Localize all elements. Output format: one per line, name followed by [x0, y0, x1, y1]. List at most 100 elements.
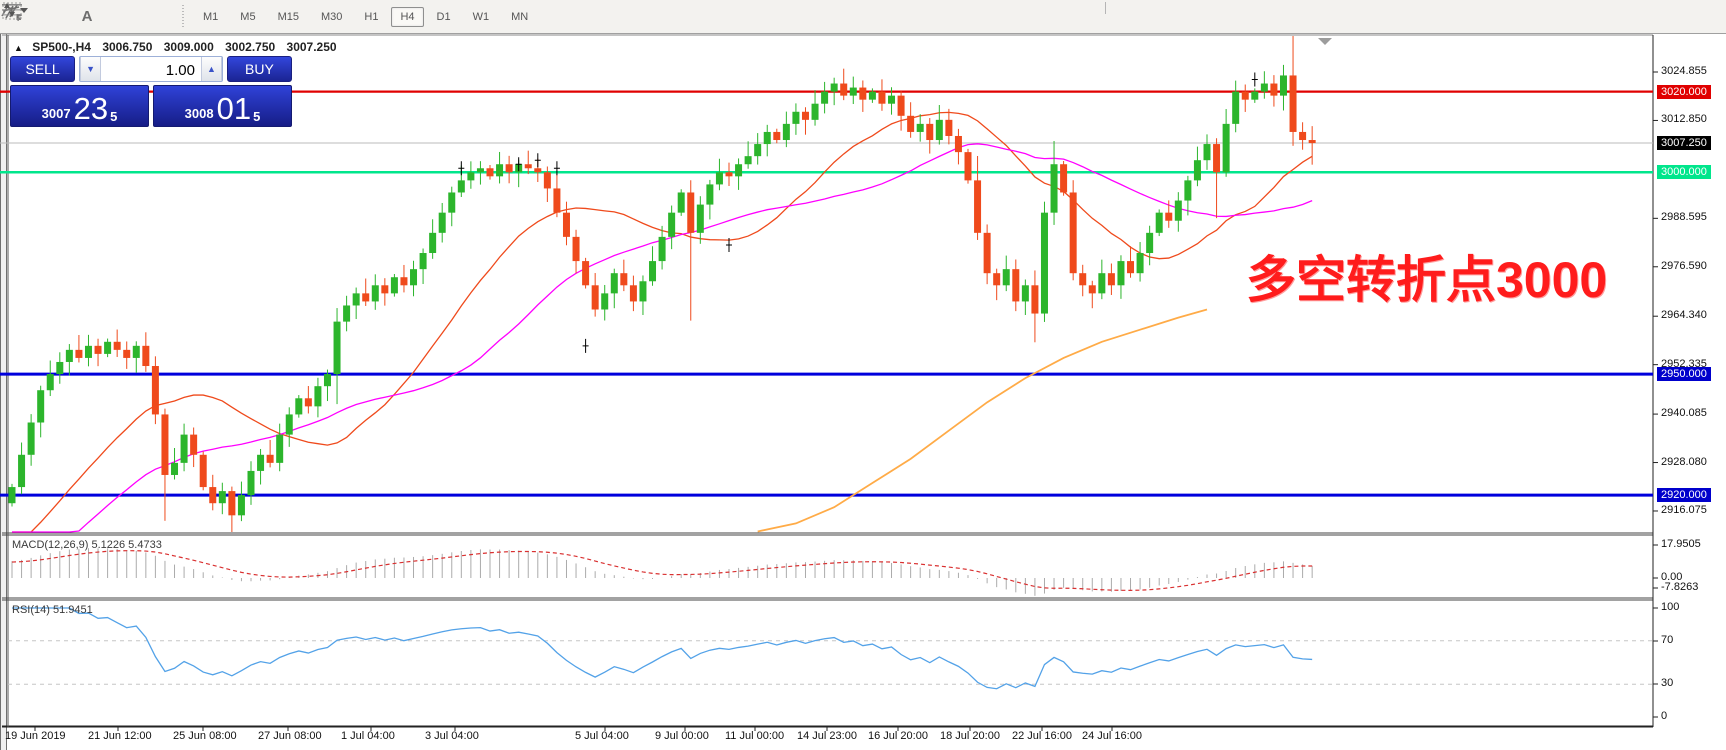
candle-26	[257, 448, 265, 485]
candle-32	[314, 377, 322, 418]
high-value: 3009.000	[163, 40, 214, 54]
timeframe-button-m30[interactable]: M30	[320, 10, 343, 23]
buy-price-main: 01	[216, 91, 252, 126]
doji-mark	[1251, 72, 1258, 87]
candle-22	[218, 482, 226, 515]
candle-125	[1203, 134, 1211, 170]
candle-58	[562, 201, 570, 246]
candle-104	[1002, 255, 1010, 292]
candle-8	[84, 334, 92, 367]
candle-99	[954, 128, 962, 165]
candle-122	[1174, 192, 1182, 232]
candle-13	[132, 341, 140, 373]
timeframe-button-mn[interactable]: MN	[511, 10, 529, 23]
letter-a-icon[interactable]: A	[81, 8, 93, 25]
candle-48	[467, 161, 475, 189]
price-badge-3007.250: 3007.250	[1657, 136, 1711, 151]
candle-80	[773, 128, 781, 144]
candle-39	[381, 278, 389, 306]
price-badge-3020.000: 3020.000	[1657, 84, 1711, 99]
time-axis[interactable]: 19 Jun 2019 21 Jun 12:00 25 Jun 08:00 27 Ju…	[0, 727, 1653, 750]
candle-96	[926, 118, 934, 154]
doji-mark	[534, 153, 541, 168]
timeframe-button-m1[interactable]: M1	[203, 10, 219, 23]
toolbar-separator	[180, 4, 186, 29]
rsi-axis-label: 70	[1661, 634, 1674, 646]
candle-51	[496, 151, 504, 184]
date-label: 21 Jun 12:00	[88, 730, 152, 742]
rsi-line	[12, 607, 1313, 690]
candle-71	[687, 180, 695, 321]
price-tick-label: 2928.080	[1661, 455, 1707, 468]
candle-31	[304, 386, 312, 414]
candle-133	[1279, 64, 1287, 111]
candle-112	[1079, 264, 1087, 297]
timeframe-button-w1[interactable]: W1	[472, 10, 490, 23]
volume-input[interactable]	[101, 57, 201, 81]
candle-90	[868, 88, 876, 103]
cycle-arrows-icon[interactable]	[4, 3, 170, 30]
candle-72	[696, 196, 704, 244]
candle-74	[715, 158, 723, 191]
candle-81	[782, 111, 790, 148]
candle-45	[438, 202, 446, 243]
candle-5	[56, 352, 64, 384]
symbol-label: SP500-,H4	[32, 40, 91, 54]
candle-110	[1060, 161, 1068, 196]
candle-3	[37, 385, 45, 438]
candle-35	[343, 295, 351, 332]
candle-34	[333, 308, 341, 405]
candle-68	[658, 225, 666, 270]
candle-40	[390, 273, 398, 297]
volume-decrease-button[interactable]: ▼	[80, 57, 101, 81]
buy-button[interactable]: BUY	[226, 56, 292, 82]
candle-118	[1136, 242, 1144, 282]
low-value: 3002.750	[225, 40, 276, 54]
candle-131	[1260, 71, 1268, 99]
price-tick-label: 2940.085	[1661, 407, 1707, 420]
one-click-trading-widget: SELL ▼ ▲ BUY 3007 23 5 3008 01 5	[10, 56, 292, 127]
candle-42	[410, 260, 418, 297]
date-label: 16 Jul 20:00	[868, 730, 928, 742]
candle-97	[935, 104, 943, 145]
candle-4	[46, 360, 54, 397]
sell-price-display[interactable]: 3007 23 5	[10, 85, 149, 127]
candle-100	[964, 148, 972, 184]
candle-16	[161, 408, 169, 521]
collapse-arrow-icon[interactable]: ▲	[14, 43, 23, 53]
candle-2	[27, 414, 35, 466]
candle-88	[849, 76, 857, 105]
sell-button[interactable]: SELL	[10, 56, 76, 82]
price-badge-2950.000: 2950.000	[1657, 367, 1711, 382]
candle-67	[649, 246, 657, 286]
sell-price-pip: 5	[110, 109, 118, 124]
buy-price-display[interactable]: 3008 01 5	[153, 85, 292, 127]
date-label: 14 Jul 23:00	[797, 730, 857, 742]
candle-29	[285, 407, 293, 447]
candle-119	[1146, 225, 1154, 266]
date-label: 24 Jul 16:00	[1082, 730, 1142, 742]
candle-63	[610, 268, 618, 309]
candle-30	[295, 395, 303, 418]
candle-93	[897, 91, 905, 131]
candle-56	[543, 166, 551, 203]
timeframe-button-m15[interactable]: M15	[277, 10, 299, 23]
candle-25	[247, 461, 255, 505]
candle-128	[1232, 80, 1240, 133]
timeframe-button-h1[interactable]: H1	[364, 10, 379, 23]
volume-increase-button[interactable]: ▲	[201, 57, 222, 81]
window-left-border	[0, 34, 8, 750]
date-label: 9 Jul 00:00	[655, 730, 709, 742]
candle-57	[553, 173, 561, 218]
rsi-axis-label: 30	[1661, 677, 1674, 689]
candle-44	[429, 219, 437, 259]
date-label: 1 Jul 04:00	[341, 730, 395, 742]
candle-50	[486, 165, 494, 180]
timeframe-button-d1[interactable]: D1	[436, 10, 451, 23]
price-axis[interactable]: 3024.855 3012.850 2988.595 2976.590 2964.340…	[1653, 34, 1726, 750]
candle-77	[744, 141, 752, 169]
timeframe-button-h4[interactable]: H4	[391, 6, 424, 27]
timeframe-button-m5[interactable]: M5	[240, 10, 256, 23]
candle-52	[505, 155, 513, 184]
